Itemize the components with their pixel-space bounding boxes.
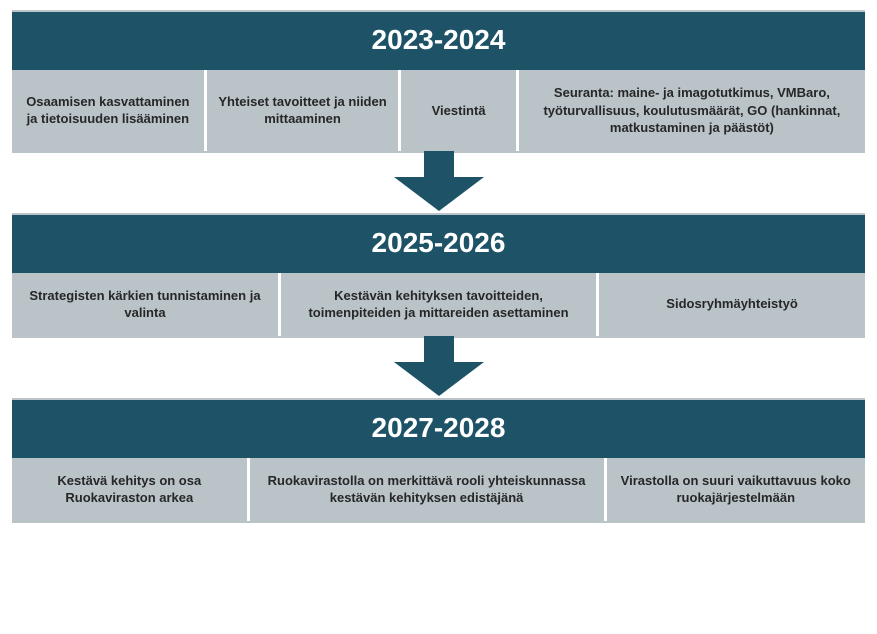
phase-cell: Kestävä kehitys on osa Ruokaviraston ark… [12,458,247,521]
phase-title: 2023-2024 [12,10,865,70]
flow-arrow [12,151,865,211]
phase-block-2: 2025-2026 Strategisten kärkien tunnistam… [12,213,865,338]
phase-cell: Yhteiset tavoitteet ja niiden mittaamine… [204,70,399,151]
arrow-down-icon [394,336,484,396]
phase-cell: Virastolla on suuri vaikuttavuus koko ru… [604,458,865,521]
phase-cell: Viestintä [398,70,515,151]
phase-cell: Sidosryhmäyhteistyö [596,273,865,336]
flow-arrow [12,336,865,396]
phase-cells: Strategisten kärkien tunnistaminen ja va… [12,273,865,338]
phase-cells: Osaamisen kasvattaminen ja tietoisuuden … [12,70,865,153]
phase-title: 2025-2026 [12,213,865,273]
phase-cells: Kestävä kehitys on osa Ruokaviraston ark… [12,458,865,523]
phase-cell: Seuranta: maine- ja imagotutkimus, VMBar… [516,70,865,151]
phase-cell: Osaamisen kasvattaminen ja tietoisuuden … [12,70,204,151]
phase-cell: Strategisten kärkien tunnistaminen ja va… [12,273,278,336]
phase-block-3: 2027-2028 Kestävä kehitys on osa Ruokavi… [12,398,865,523]
phase-cell: Kestävän kehityksen tavoitteiden, toimen… [278,273,596,336]
arrow-down-icon [394,151,484,211]
phase-cell: Ruokavirastolla on merkittävä rooli yhte… [247,458,604,521]
phase-title: 2027-2028 [12,398,865,458]
phase-block-1: 2023-2024 Osaamisen kasvattaminen ja tie… [12,10,865,153]
